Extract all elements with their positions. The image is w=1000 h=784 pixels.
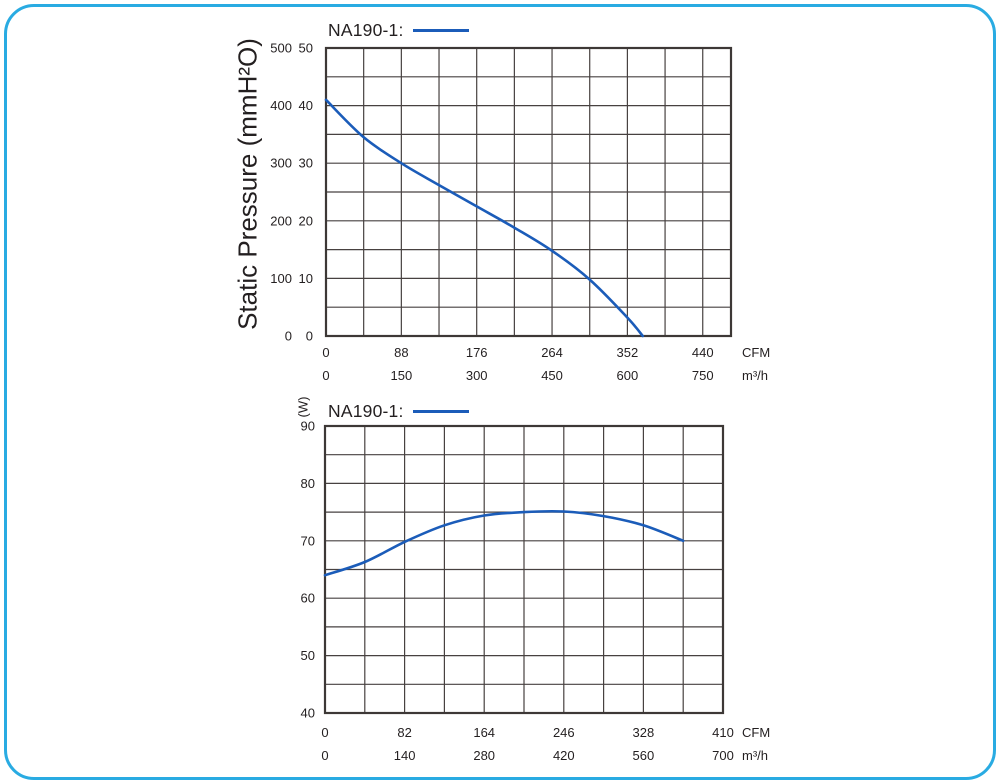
plot-border [323,424,725,715]
y-tick-label: 50 [299,41,313,56]
pressure-legend-line-swatch [412,29,469,32]
y-tick-label: 0 [306,329,313,344]
y-tick-label: 0 [285,329,292,344]
x-tick-label-m3h: 0 [322,368,329,383]
y-tick-label: 40 [301,706,315,721]
x-unit-label-m3h: m³/h [742,368,768,383]
x-tick-label-cfm: 264 [541,345,563,360]
x-tick-label-m3h: 420 [553,748,575,763]
y-tick-label: 80 [301,476,315,491]
x-tick-label-cfm: 0 [321,725,328,740]
x-tick-label-m3h: 450 [541,368,563,383]
x-tick-label-cfm: 82 [397,725,411,740]
x-tick-label-cfm: 328 [633,725,655,740]
y-tick-label: 60 [301,591,315,606]
x-tick-label-m3h: 150 [390,368,412,383]
y-tick-label: 70 [301,533,315,548]
power-chart-legend: NA190-1: [328,401,469,422]
pressure-chart-legend: NA190-1: [328,20,469,41]
x-tick-label-m3h: 300 [466,368,488,383]
NA190-1-curve [324,98,645,338]
x-tick-label-cfm: 176 [466,345,488,360]
y-tick-label: 20 [299,213,313,228]
power-legend-label: NA190-1: [328,401,404,421]
x-tick-label-cfm: 410 [712,725,734,740]
x-unit-label-cfm: CFM [742,345,770,360]
x-tick-label-m3h: 750 [692,368,714,383]
x-tick-label-m3h: 600 [617,368,639,383]
x-tick-label-cfm: 88 [394,345,408,360]
x-tick-label-cfm: 352 [617,345,639,360]
x-tick-label-m3h: 280 [473,748,495,763]
x-tick-label-m3h: 140 [394,748,416,763]
x-tick-label-m3h: 560 [633,748,655,763]
y-tick-label: 400 [270,98,292,113]
y-tick-label: 40 [299,98,313,113]
y-tick-label: 30 [299,156,313,171]
y-tick-label: 50 [301,648,315,663]
page-border [4,4,996,780]
x-unit-label-cfm: CFM [742,725,770,740]
y-tick-label: 200 [270,213,292,228]
y-tick-label: 100 [270,271,292,286]
x-tick-label-m3h: 700 [712,748,734,763]
y-tick-label: 90 [301,419,315,434]
x-unit-label-m3h: m³/h [742,748,768,763]
x-tick-label-cfm: 164 [473,725,495,740]
x-tick-label-cfm: 440 [692,345,714,360]
y-tick-label: 300 [270,156,292,171]
plot-border [324,46,733,338]
x-tick-label-cfm: 0 [322,345,329,360]
pressure-legend-label: NA190-1: [328,20,404,40]
power-y-axis-title: (W) [295,396,311,418]
NA190-1-curve [323,509,685,577]
x-tick-label-cfm: 246 [553,725,575,740]
power-legend-line-swatch [412,410,469,413]
static-pressure-vs-airflow-group: 5004003002001000504030201000088150176300… [270,41,770,384]
y-tick-label: 500 [270,41,292,56]
x-tick-label-m3h: 0 [321,748,328,763]
power-vs-airflow-group: 90 80 70 60 50 40 0 0 82 140 164 280 246 420 328 560 410… [301,419,771,764]
pressure-y-axis-title: Static Pressure (mmH²O) [232,38,263,330]
y-tick-label: 10 [299,271,313,286]
